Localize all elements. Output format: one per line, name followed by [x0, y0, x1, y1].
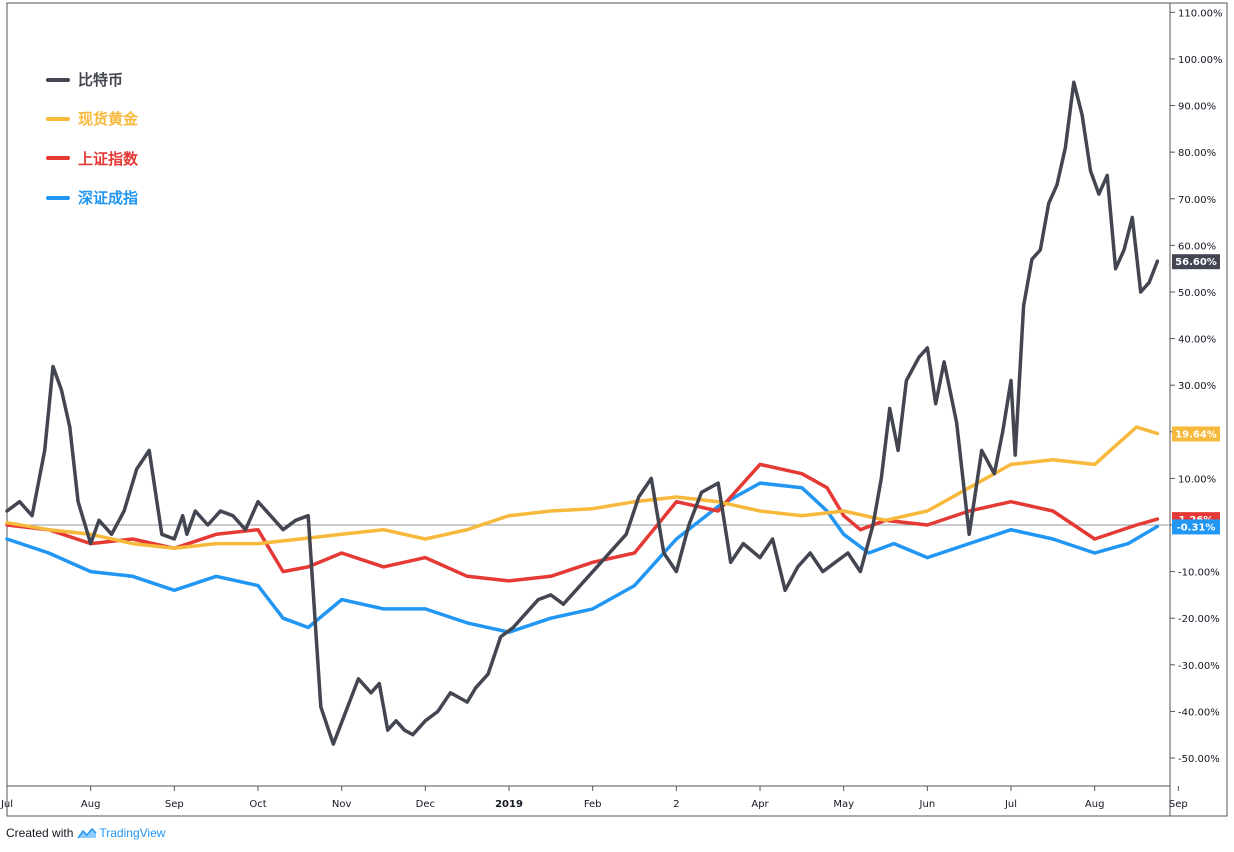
x-tick-label: Jul	[1004, 799, 1017, 810]
y-tick-label: 110.00%	[1178, 8, 1223, 19]
y-tick-label: 90.00%	[1178, 102, 1216, 113]
x-tick-label: Jul	[0, 799, 13, 810]
legend-item[interactable]: 比特币	[46, 60, 138, 99]
y-tick-label: 30.00%	[1178, 381, 1216, 392]
x-tick-label: Aug	[81, 799, 101, 810]
x-tick-label: Jun	[919, 799, 936, 810]
legend-label: 比特币	[78, 71, 124, 90]
x-tick-label: Sep	[1169, 799, 1188, 810]
y-tick-label: -40.00%	[1178, 707, 1220, 718]
legend-label: 深证成指	[78, 189, 139, 208]
series-line	[5, 80, 1160, 746]
chart-legend: 比特币 现货黄金 上证指数 深证成指	[46, 60, 138, 217]
legend-item[interactable]: 现货黄金	[46, 99, 138, 138]
tradingview-link[interactable]: TradingView	[77, 826, 165, 840]
last-value-label: 56.60%	[1175, 257, 1217, 268]
x-tick-label: 2019	[495, 799, 523, 810]
x-tick-label: Apr	[751, 799, 769, 810]
last-value-badge: 19.64%	[1172, 426, 1220, 442]
last-value-bg	[1172, 426, 1220, 442]
legend-label: 现货黄金	[78, 110, 139, 129]
y-tick-label: -30.00%	[1178, 661, 1220, 672]
x-tick-label: Dec	[416, 799, 435, 810]
y-tick-label: 50.00%	[1178, 288, 1216, 299]
tradingview-logo-icon	[77, 827, 97, 839]
last-value-badge: 56.60%	[1172, 254, 1220, 270]
y-tick-label: 70.00%	[1178, 195, 1216, 206]
last-value-bg	[1172, 519, 1220, 535]
last-value-label: -0.31%	[1177, 522, 1216, 533]
x-tick-label: 2	[673, 799, 679, 810]
y-tick-label: 60.00%	[1178, 241, 1216, 252]
legend-swatch	[46, 195, 70, 200]
last-value-badge: -0.31%	[1172, 519, 1220, 535]
y-tick-label: -10.00%	[1178, 568, 1220, 579]
legend-swatch	[46, 156, 70, 161]
x-tick-label: Oct	[249, 799, 266, 810]
footer-attribution: Created with TradingView	[6, 826, 165, 840]
x-tick-label: Feb	[584, 799, 602, 810]
series-line	[5, 425, 1160, 551]
x-tick-label: Sep	[165, 799, 184, 810]
last-value-bg	[1172, 254, 1220, 270]
x-tick-label: May	[833, 799, 854, 810]
x-tick-label: Aug	[1085, 799, 1105, 810]
tradingview-brand: TradingView	[99, 826, 166, 840]
y-tick-label: 10.00%	[1178, 474, 1216, 485]
y-tick-label: 80.00%	[1178, 148, 1216, 159]
series-line	[5, 462, 1160, 583]
y-tick-label: 100.00%	[1178, 55, 1223, 66]
legend-item[interactable]: 上证指数	[46, 139, 138, 178]
x-tick-label: Nov	[332, 799, 352, 810]
y-tick-label: 40.00%	[1178, 335, 1216, 346]
series-line	[5, 481, 1160, 634]
y-tick-label: -20.00%	[1178, 614, 1220, 625]
plot-frame	[6, 2, 1228, 817]
last-value-label: 19.64%	[1175, 429, 1217, 440]
legend-item[interactable]: 深证成指	[46, 178, 138, 217]
created-with-text: Created with	[6, 826, 74, 840]
y-tick-label: -50.00%	[1178, 754, 1220, 765]
legend-label: 上证指数	[78, 149, 139, 168]
legend-swatch	[46, 77, 70, 82]
legend-swatch	[46, 116, 70, 121]
